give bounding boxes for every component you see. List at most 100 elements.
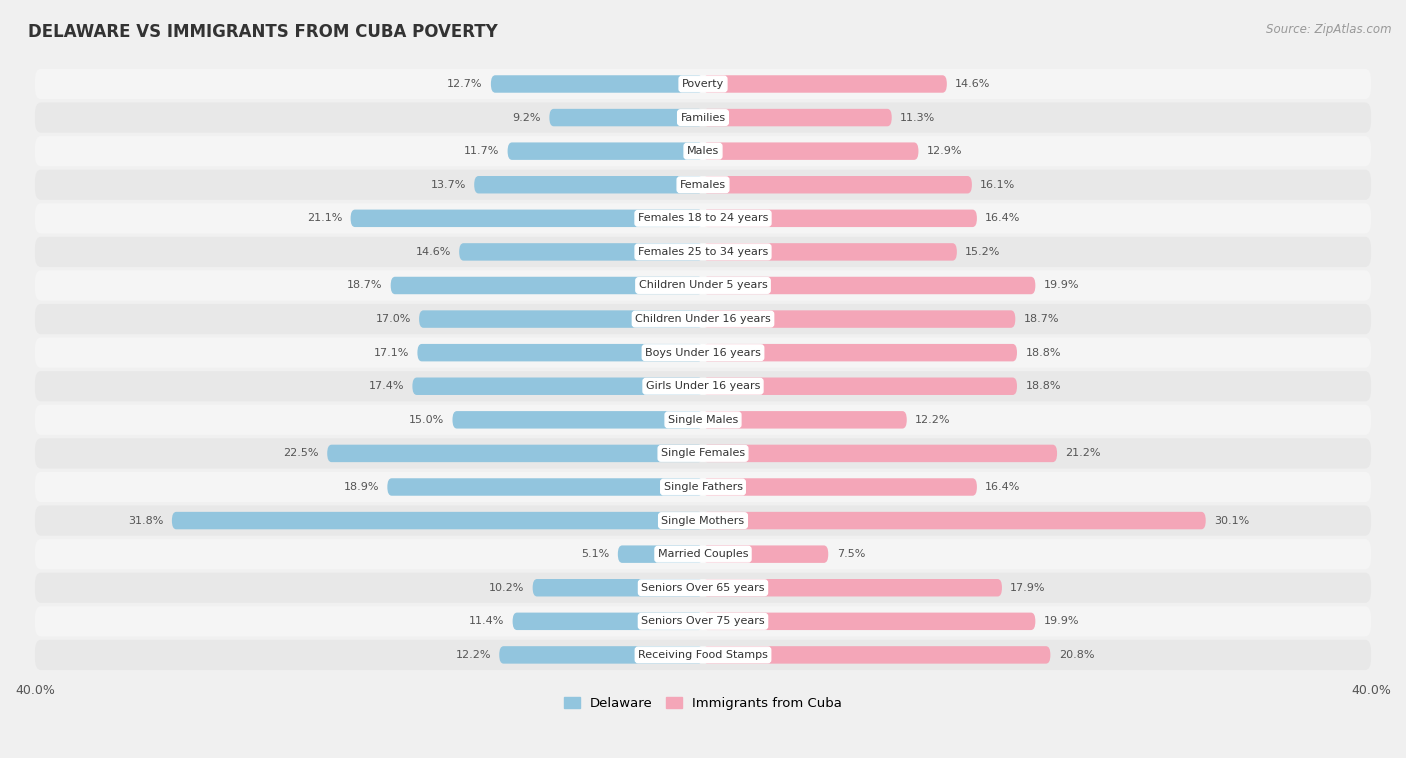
Text: Boys Under 16 years: Boys Under 16 years xyxy=(645,348,761,358)
Text: 11.3%: 11.3% xyxy=(900,113,935,123)
FancyBboxPatch shape xyxy=(703,277,1035,294)
Text: 14.6%: 14.6% xyxy=(415,247,451,257)
Text: Seniors Over 75 years: Seniors Over 75 years xyxy=(641,616,765,626)
FancyBboxPatch shape xyxy=(35,203,1371,233)
Text: 5.1%: 5.1% xyxy=(581,549,609,559)
FancyBboxPatch shape xyxy=(350,210,703,227)
Text: DELAWARE VS IMMIGRANTS FROM CUBA POVERTY: DELAWARE VS IMMIGRANTS FROM CUBA POVERTY xyxy=(28,23,498,41)
FancyBboxPatch shape xyxy=(35,640,1371,670)
FancyBboxPatch shape xyxy=(703,478,977,496)
Text: 18.7%: 18.7% xyxy=(347,280,382,290)
FancyBboxPatch shape xyxy=(703,243,957,261)
FancyBboxPatch shape xyxy=(453,411,703,428)
FancyBboxPatch shape xyxy=(387,478,703,496)
FancyBboxPatch shape xyxy=(35,506,1371,536)
Text: 12.2%: 12.2% xyxy=(915,415,950,424)
FancyBboxPatch shape xyxy=(419,310,703,327)
Text: 19.9%: 19.9% xyxy=(1043,616,1080,626)
Text: 17.0%: 17.0% xyxy=(375,314,411,324)
FancyBboxPatch shape xyxy=(35,472,1371,502)
FancyBboxPatch shape xyxy=(35,170,1371,200)
Text: Children Under 5 years: Children Under 5 years xyxy=(638,280,768,290)
Text: Single Males: Single Males xyxy=(668,415,738,424)
FancyBboxPatch shape xyxy=(550,109,703,127)
Text: 13.7%: 13.7% xyxy=(430,180,465,190)
Text: Receiving Food Stamps: Receiving Food Stamps xyxy=(638,650,768,660)
Text: Females: Females xyxy=(681,180,725,190)
Text: 18.8%: 18.8% xyxy=(1025,348,1062,358)
FancyBboxPatch shape xyxy=(35,271,1371,301)
FancyBboxPatch shape xyxy=(703,411,907,428)
Text: 18.7%: 18.7% xyxy=(1024,314,1059,324)
Text: 31.8%: 31.8% xyxy=(128,515,163,525)
Text: Single Females: Single Females xyxy=(661,449,745,459)
Text: 21.2%: 21.2% xyxy=(1066,449,1101,459)
FancyBboxPatch shape xyxy=(508,143,703,160)
Text: Single Fathers: Single Fathers xyxy=(664,482,742,492)
FancyBboxPatch shape xyxy=(617,546,703,563)
FancyBboxPatch shape xyxy=(513,612,703,630)
FancyBboxPatch shape xyxy=(703,612,1035,630)
Text: 22.5%: 22.5% xyxy=(284,449,319,459)
FancyBboxPatch shape xyxy=(35,136,1371,166)
FancyBboxPatch shape xyxy=(391,277,703,294)
FancyBboxPatch shape xyxy=(35,304,1371,334)
Text: 12.7%: 12.7% xyxy=(447,79,482,89)
Text: Females 25 to 34 years: Females 25 to 34 years xyxy=(638,247,768,257)
FancyBboxPatch shape xyxy=(533,579,703,597)
FancyBboxPatch shape xyxy=(35,102,1371,133)
FancyBboxPatch shape xyxy=(35,539,1371,569)
Text: Females 18 to 24 years: Females 18 to 24 years xyxy=(638,213,768,224)
Legend: Delaware, Immigrants from Cuba: Delaware, Immigrants from Cuba xyxy=(558,691,848,715)
FancyBboxPatch shape xyxy=(703,143,918,160)
FancyBboxPatch shape xyxy=(35,69,1371,99)
Text: 20.8%: 20.8% xyxy=(1059,650,1094,660)
FancyBboxPatch shape xyxy=(703,546,828,563)
Text: 11.7%: 11.7% xyxy=(464,146,499,156)
FancyBboxPatch shape xyxy=(703,310,1015,327)
Text: Married Couples: Married Couples xyxy=(658,549,748,559)
Text: 14.6%: 14.6% xyxy=(955,79,991,89)
FancyBboxPatch shape xyxy=(460,243,703,261)
Text: 16.4%: 16.4% xyxy=(986,482,1021,492)
Text: 17.4%: 17.4% xyxy=(368,381,404,391)
FancyBboxPatch shape xyxy=(703,579,1002,597)
FancyBboxPatch shape xyxy=(703,210,977,227)
Text: 15.0%: 15.0% xyxy=(409,415,444,424)
FancyBboxPatch shape xyxy=(703,646,1050,664)
Text: 15.2%: 15.2% xyxy=(965,247,1001,257)
FancyBboxPatch shape xyxy=(412,377,703,395)
FancyBboxPatch shape xyxy=(35,405,1371,435)
Text: 30.1%: 30.1% xyxy=(1213,515,1250,525)
Text: 17.1%: 17.1% xyxy=(374,348,409,358)
FancyBboxPatch shape xyxy=(703,445,1057,462)
Text: 12.2%: 12.2% xyxy=(456,650,491,660)
FancyBboxPatch shape xyxy=(474,176,703,193)
Text: 10.2%: 10.2% xyxy=(489,583,524,593)
Text: Single Mothers: Single Mothers xyxy=(661,515,745,525)
Text: 11.4%: 11.4% xyxy=(468,616,505,626)
Text: Children Under 16 years: Children Under 16 years xyxy=(636,314,770,324)
FancyBboxPatch shape xyxy=(703,344,1017,362)
FancyBboxPatch shape xyxy=(35,438,1371,468)
Text: 21.1%: 21.1% xyxy=(307,213,342,224)
Text: Seniors Over 65 years: Seniors Over 65 years xyxy=(641,583,765,593)
Text: 17.9%: 17.9% xyxy=(1011,583,1046,593)
FancyBboxPatch shape xyxy=(35,371,1371,401)
Text: 16.4%: 16.4% xyxy=(986,213,1021,224)
Text: 12.9%: 12.9% xyxy=(927,146,962,156)
FancyBboxPatch shape xyxy=(35,606,1371,637)
FancyBboxPatch shape xyxy=(703,176,972,193)
Text: Source: ZipAtlas.com: Source: ZipAtlas.com xyxy=(1267,23,1392,36)
Text: 19.9%: 19.9% xyxy=(1043,280,1080,290)
Text: 9.2%: 9.2% xyxy=(513,113,541,123)
Text: 7.5%: 7.5% xyxy=(837,549,865,559)
FancyBboxPatch shape xyxy=(172,512,703,529)
Text: 16.1%: 16.1% xyxy=(980,180,1015,190)
FancyBboxPatch shape xyxy=(499,646,703,664)
FancyBboxPatch shape xyxy=(703,109,891,127)
FancyBboxPatch shape xyxy=(491,75,703,92)
Text: 18.9%: 18.9% xyxy=(343,482,380,492)
Text: Poverty: Poverty xyxy=(682,79,724,89)
Text: Girls Under 16 years: Girls Under 16 years xyxy=(645,381,761,391)
